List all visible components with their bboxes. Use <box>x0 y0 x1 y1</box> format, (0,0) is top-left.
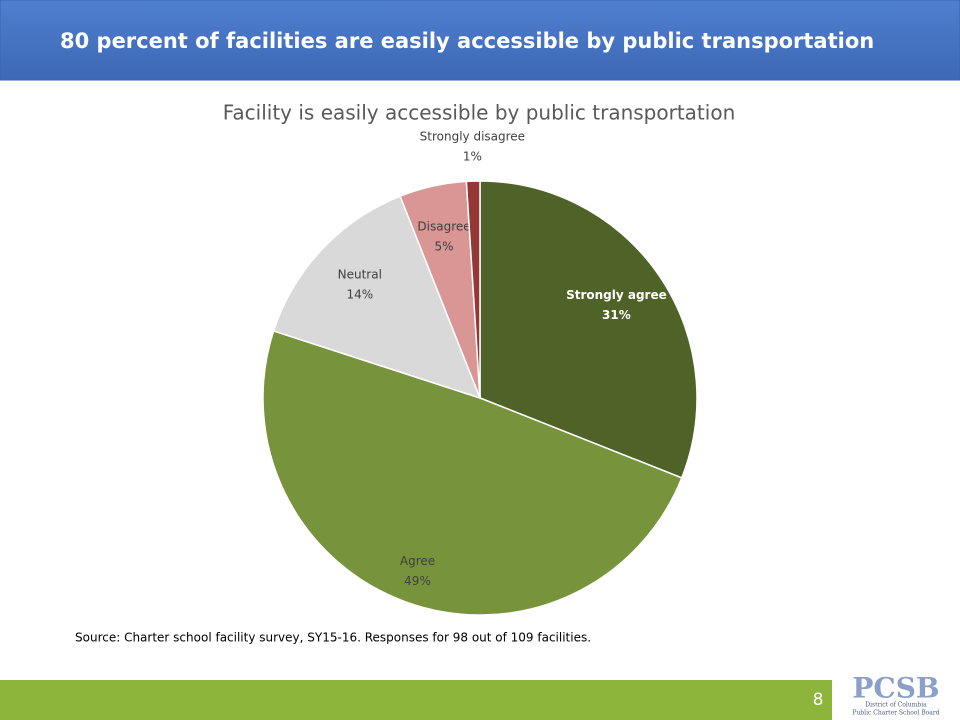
logo-line: Public Charter School Board <box>852 710 939 717</box>
slide-title: 80 percent of facilities are easily acce… <box>60 29 874 53</box>
logo-line: District of Columbia <box>865 702 927 709</box>
pie-slice <box>465 180 481 399</box>
chart-title: Facility is easily accessible by public … <box>223 101 736 125</box>
pie-slice <box>272 195 482 400</box>
header-bar <box>0 0 960 81</box>
slice-value-label: 31% <box>602 308 631 322</box>
page-number: 8 <box>813 690 824 710</box>
slice-label: Agree <box>400 554 435 568</box>
slice-value-label: 14% <box>346 288 373 302</box>
source-note: Source: Charter school facility survey, … <box>75 631 591 645</box>
pie-slice <box>479 180 698 479</box>
footer-bar <box>0 680 832 720</box>
slice-label: Disagree <box>417 220 470 234</box>
slice-label: Neutral <box>338 268 382 282</box>
slice-value-label: 1% <box>463 150 482 164</box>
pie: Strongly agree 31% Agree 49% Neutral 14% Disag… <box>262 130 698 616</box>
slice-value-label: 49% <box>404 574 431 588</box>
slice-label: Strongly disagree <box>420 130 525 144</box>
pie-slice <box>262 329 683 616</box>
slice-label: Strongly agree <box>566 288 667 302</box>
slice-value-label: 5% <box>435 240 454 254</box>
logo-mark: PCSB <box>852 672 939 705</box>
